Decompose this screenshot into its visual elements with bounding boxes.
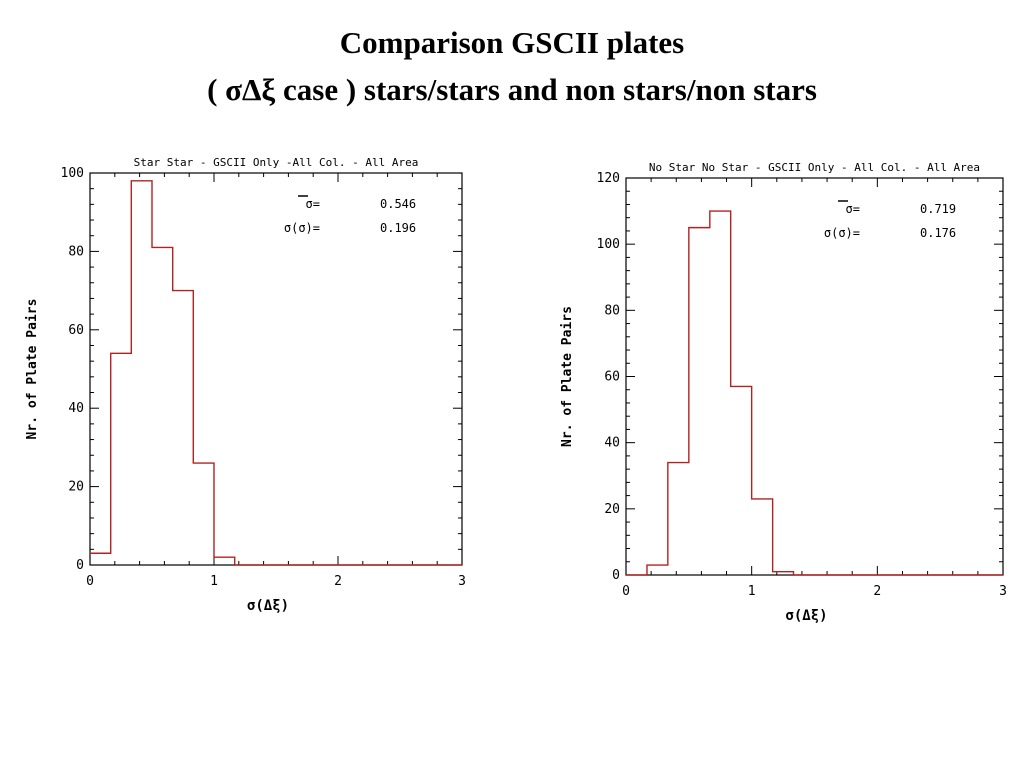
histogram-chart-star-star: Star Star - GSCII Only -All Col. - All A…	[25, 156, 466, 614]
mean-stat-label: σ=	[306, 197, 320, 211]
y-tick-label: 0	[76, 558, 84, 573]
histogram-series-line	[626, 210, 1003, 576]
mean-stat-label: σ=	[846, 202, 860, 216]
x-tick-label: 3	[458, 574, 466, 589]
histogram-bar	[668, 463, 689, 575]
x-tick-label: 2	[334, 574, 342, 589]
histogram-bar	[152, 247, 173, 565]
y-tick-label: 80	[604, 303, 620, 318]
y-tick-label: 120	[597, 171, 620, 186]
x-tick-label: 3	[999, 584, 1007, 599]
histogram-bar	[111, 353, 132, 565]
x-tick-label: 1	[748, 584, 756, 599]
histogram-bar	[752, 499, 773, 575]
y-tick-label: 80	[68, 244, 84, 259]
mean-stat-value: 0.719	[920, 202, 956, 216]
y-tick-label: 40	[68, 401, 84, 416]
y-tick-label: 60	[68, 323, 84, 338]
slide-title-line-2: ( σΔξ case ) stars/stars and non stars/n…	[207, 72, 817, 107]
histogram-bar	[647, 565, 668, 575]
histogram-bar	[731, 386, 752, 575]
slide-title-line-1: Comparison GSCII plates	[339, 25, 685, 60]
histogram-bar	[131, 181, 152, 565]
histogram-bar	[710, 211, 731, 575]
sigma-stat-value: 0.176	[920, 226, 956, 240]
plot-title: Star Star - GSCII Only -All Col. - All A…	[134, 156, 419, 169]
x-tick-label: 2	[873, 584, 881, 599]
histogram-bar	[773, 572, 794, 575]
y-tick-label: 100	[597, 237, 620, 252]
plot-title: No Star No Star - GSCII Only - All Col. …	[649, 161, 980, 174]
histogram-bar	[689, 228, 710, 575]
x-tick-label: 0	[86, 574, 94, 589]
x-axis-label: σ(Δξ)	[785, 608, 827, 624]
x-tick-label: 1	[210, 574, 218, 589]
y-tick-label: 100	[61, 166, 84, 181]
histogram-bar	[173, 291, 194, 565]
y-tick-label: 40	[604, 436, 620, 451]
x-axis-label: σ(Δξ)	[247, 598, 289, 614]
histogram-chart-nostar-nostar: No Star No Star - GSCII Only - All Col. …	[560, 161, 1007, 624]
histogram-series-line	[90, 180, 462, 566]
sigma-stat-label: σ(σ)=	[824, 226, 860, 240]
y-tick-label: 60	[604, 370, 620, 385]
histogram-bar	[90, 553, 111, 565]
y-tick-label: 0	[612, 568, 620, 583]
y-axis-label: Nr. of Plate Pairs	[560, 306, 575, 447]
y-tick-label: 20	[68, 480, 84, 495]
sigma-stat-label: σ(σ)=	[284, 221, 320, 235]
histogram-bar	[193, 463, 214, 565]
x-tick-label: 0	[622, 584, 630, 599]
mean-stat-value: 0.546	[380, 197, 416, 211]
y-tick-label: 20	[604, 502, 620, 517]
y-axis-label: Nr. of Plate Pairs	[25, 299, 40, 440]
sigma-stat-value: 0.196	[380, 221, 416, 235]
histogram-bar	[214, 557, 235, 565]
